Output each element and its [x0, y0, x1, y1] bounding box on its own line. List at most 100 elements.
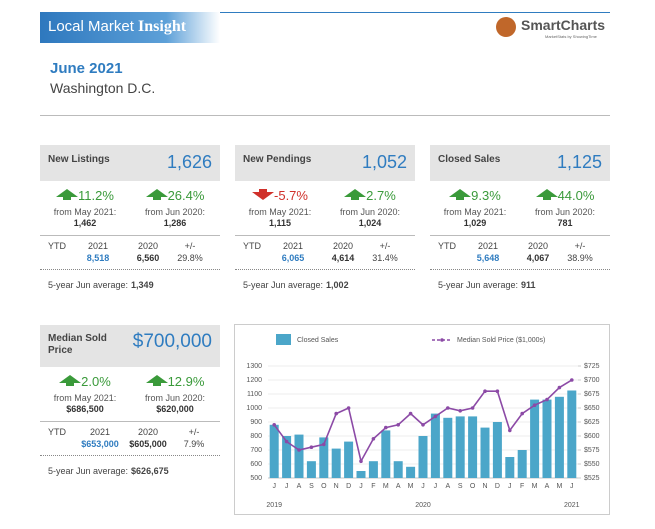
- line-dot: [433, 414, 438, 419]
- arrow-up: [145, 189, 168, 200]
- line-dot: [446, 406, 450, 410]
- legend-label: Closed Sales: [297, 337, 339, 344]
- ytd-col: +/-: [379, 241, 391, 251]
- chart-box: [234, 324, 610, 515]
- ytd-val: 6,560: [136, 253, 160, 263]
- y2-tick-label: $550: [584, 461, 600, 468]
- bar: [306, 461, 316, 478]
- arrow-up: [59, 375, 82, 386]
- average-label: 5-year Jun average:: [438, 280, 519, 290]
- card-header: [40, 325, 220, 367]
- change-base: 1,286: [163, 218, 187, 228]
- divider: [40, 115, 610, 116]
- period: June 2021: [50, 60, 123, 77]
- arrow-shape: [252, 189, 275, 200]
- x-tick-label: D: [346, 483, 351, 490]
- y2-tick-label: $700: [584, 377, 600, 384]
- y2-tick-label: $675: [584, 391, 600, 398]
- line-dot: [371, 437, 376, 441]
- ytd-col: 2021: [477, 241, 499, 251]
- ytd-label: YTD: [48, 427, 66, 437]
- change-base: 781: [557, 218, 573, 228]
- average-label: 5-year Jun average:: [48, 466, 129, 476]
- rule: [40, 235, 220, 236]
- line-dot: [545, 397, 549, 402]
- change: -5.7%: [235, 188, 325, 203]
- x-tick-label: F: [520, 483, 524, 490]
- bar: [269, 424, 279, 478]
- dotted-rule: [430, 269, 610, 270]
- ytd-val: 7.9%: [183, 439, 205, 449]
- y2-tick-label: $600: [584, 433, 600, 440]
- line-dot: [570, 378, 574, 382]
- bar: [368, 461, 378, 478]
- bar: [492, 422, 502, 478]
- ytd-val: 4,067: [526, 253, 550, 263]
- ytd-label: YTD: [438, 241, 456, 251]
- line-dot: [508, 428, 512, 433]
- change-pct: 2.7%: [366, 188, 396, 203]
- change-from: from May 2021:: [248, 207, 312, 217]
- bar: [356, 471, 366, 478]
- change-pct: 44.0%: [557, 188, 595, 203]
- ytd-val: 6,065: [281, 253, 305, 263]
- bar: [530, 399, 540, 478]
- ytd-col: 2020: [332, 241, 354, 251]
- bar: [430, 413, 440, 478]
- y2-tick-label: $575: [584, 447, 600, 454]
- card-label: New Listings: [48, 154, 110, 165]
- y-tick-label: 1100: [247, 391, 262, 398]
- change-base: $620,000: [156, 404, 194, 414]
- x-tick-label: J: [272, 483, 276, 490]
- arrow-shape: [145, 375, 168, 386]
- arrow-shape: [535, 189, 558, 200]
- ytd-label: YTD: [243, 241, 261, 251]
- ytd-val: 5,648: [476, 253, 500, 263]
- change-from: from Jun 2020:: [339, 207, 401, 217]
- change-pct: 26.4%: [167, 188, 205, 203]
- arrow-shape: [449, 189, 472, 200]
- ytd-col: 2021: [87, 241, 109, 251]
- ytd-val: 38.9%: [567, 253, 593, 263]
- card-label: Median Sold Price: [48, 333, 107, 356]
- line-dot: [272, 423, 277, 427]
- arrow-shape: [59, 375, 82, 386]
- dotted-rule: [40, 269, 220, 270]
- rule: [40, 421, 220, 422]
- legend-swatch: [276, 334, 291, 345]
- average: 5-year Jun average: $626,675: [48, 466, 169, 476]
- x-tick-label: M: [383, 483, 389, 490]
- change-pct: 11.2%: [78, 188, 114, 203]
- arrow-shape: [344, 189, 367, 200]
- change: 2.7%: [325, 188, 415, 203]
- ytd-col: 2021: [282, 241, 304, 251]
- line-dot: [458, 409, 463, 413]
- bar: [381, 430, 391, 478]
- y-tick-label: 900: [250, 419, 262, 426]
- ytd-val: 31.4%: [372, 253, 398, 263]
- x-tick-label: S: [458, 483, 463, 490]
- card-value: 1,626: [166, 152, 212, 172]
- x-tick-label: A: [297, 483, 302, 490]
- arrow-up: [449, 189, 472, 200]
- arrow-shape: [145, 189, 168, 200]
- dotted-rule: [235, 269, 415, 270]
- x-tick-label: J: [434, 483, 438, 490]
- line-dot: [284, 439, 289, 444]
- bar: [468, 416, 478, 478]
- card-label: Closed Sales: [438, 154, 501, 165]
- x-tick-label: M: [556, 483, 562, 490]
- x-tick-label: A: [545, 483, 550, 490]
- average-label: 5-year Jun average:: [48, 280, 129, 290]
- average-label: 5-year Jun average:: [243, 280, 324, 290]
- x-tick-label: J: [570, 483, 574, 490]
- arrow-up: [56, 189, 79, 200]
- bar: [455, 416, 465, 478]
- arrow-shape: [56, 189, 79, 200]
- card-value: $700,000: [132, 331, 212, 352]
- title-bold: Insight: [138, 18, 187, 35]
- y-tick-label: 1300: [246, 363, 262, 370]
- line-dot: [408, 411, 413, 416]
- card-header: [235, 145, 415, 181]
- dotted-rule: [40, 455, 220, 456]
